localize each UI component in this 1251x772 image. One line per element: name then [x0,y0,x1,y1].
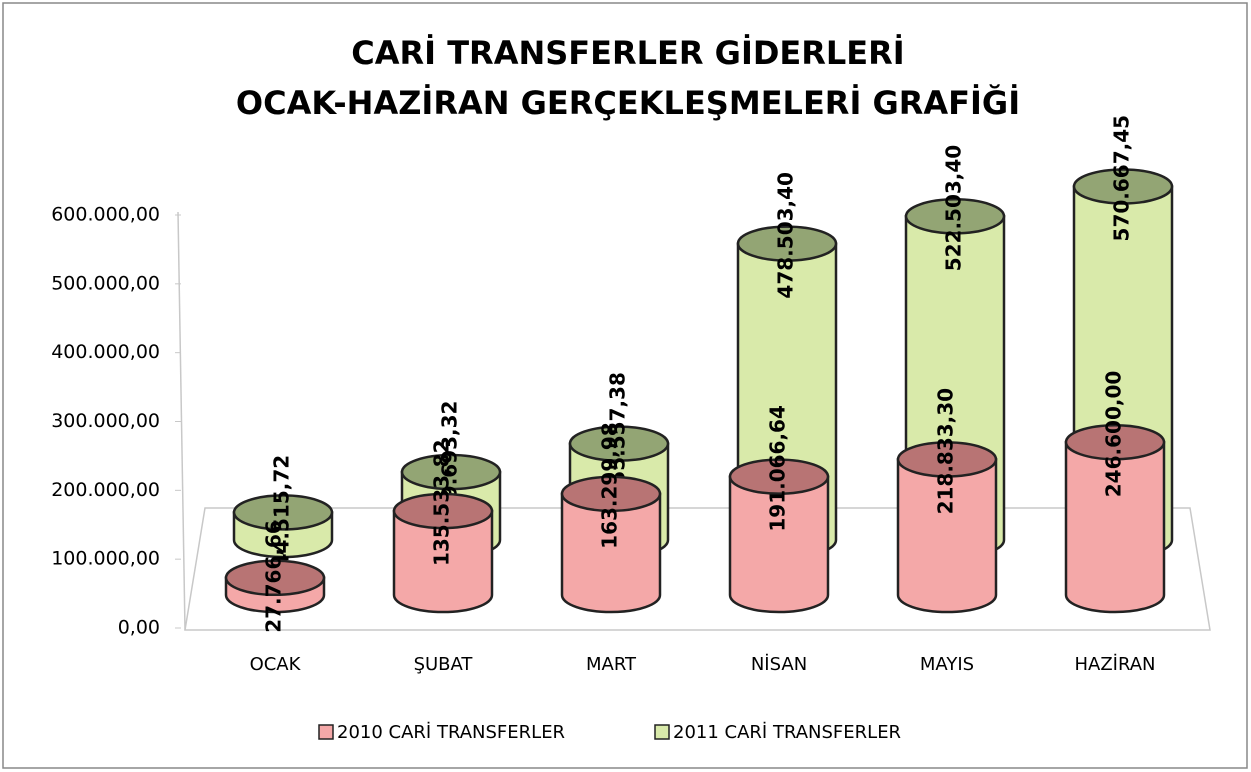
legend-label: 2011 CARİ TRANSFERLER [673,722,901,743]
floor [184,507,1211,631]
cylinder-body [560,492,662,614]
value-label: 44.515,72 [270,455,294,568]
y-tick-label: 600.000,00 [51,204,160,226]
value-label: 218.833,30 [934,388,958,515]
cylinder-body [392,509,494,614]
y-tick-label: 500.000,00 [51,272,160,294]
cylinder-top [896,441,998,478]
legend-label: 2010 CARİ TRANSFERLER [337,722,565,743]
y-tick-label: 200.000,00 [51,479,160,501]
x-tick-label: MART [586,654,637,675]
y-tick-label: 300.000,00 [51,410,160,432]
value-label: 135.533,82 [430,440,454,567]
x-tick-label: ŞUBAT [414,654,474,675]
cylinder-top [1064,423,1166,461]
value-label: 191.066,64 [766,405,790,532]
x-tick-label: HAZİRAN [1074,654,1155,675]
cylinder-top [728,458,830,495]
cylinder-top [904,198,1006,235]
cylinder-top [400,453,502,491]
cylinder-body [1064,440,1166,614]
chart-title: OCAK-HAZİRAN GERÇEKLEŞMELERİ GRAFİĞİ [236,83,1020,122]
x-tick-label: NİSAN [751,654,807,675]
value-label: 246.600,00 [1102,371,1126,498]
cylinder-top [560,475,662,513]
value-label: 478.503,40 [774,172,798,299]
value-label: 522.503,40 [942,145,966,272]
cylinder-top [232,494,334,531]
y-tick-label: 100.000,00 [51,548,160,570]
chart-title: CARİ TRANSFERLER GİDERLERİ [351,34,904,72]
y-tick-label: 0,00 [118,617,160,639]
y-axis [177,211,186,631]
y-tick-label: 400.000,00 [51,341,160,363]
value-label: 570.667,45 [1110,115,1134,242]
cylinder-body [728,475,830,614]
cylinder-top [1072,168,1174,205]
x-tick-label: OCAK [250,654,302,675]
legend-swatch [654,724,670,740]
cylinder-top [736,225,838,262]
cylinder-top [392,492,494,530]
value-label: 163.299,98 [598,422,622,549]
cylinder-top [224,559,326,597]
cylinder-body [896,458,998,614]
x-tick-label: MAYIS [920,654,974,675]
cylinder-top [568,425,670,462]
legend-swatch [318,724,334,740]
value-label: 27.766,66 [262,520,286,633]
